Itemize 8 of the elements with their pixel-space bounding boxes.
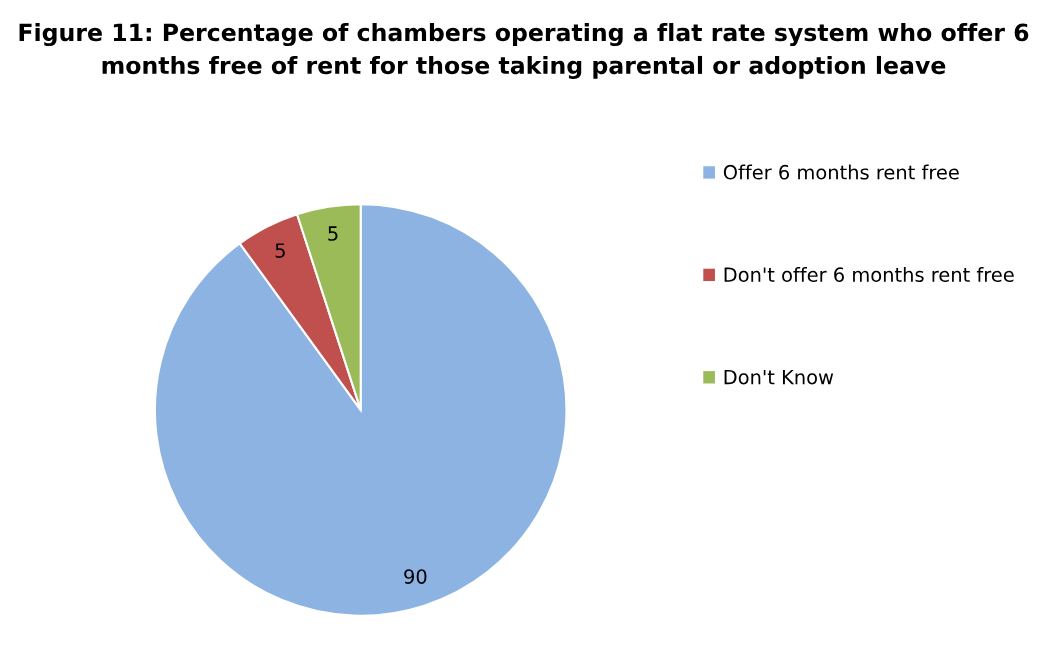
- legend-label: Offer 6 months rent free: [723, 164, 959, 180]
- data-label: 90: [404, 569, 427, 584]
- legend-label: Don't Know: [724, 369, 834, 385]
- chart-title: Figure 11: Percentage of chambers operating a flat rate system who offer 6 months free of rent for those taking parental or adoption leave: [19, 23, 1029, 79]
- data-label: 5: [328, 226, 338, 241]
- data-label: 5: [275, 243, 285, 258]
- pie-slice: [153, 203, 568, 617]
- legend-label: Don't offer 6 months rent free: [724, 266, 1014, 282]
